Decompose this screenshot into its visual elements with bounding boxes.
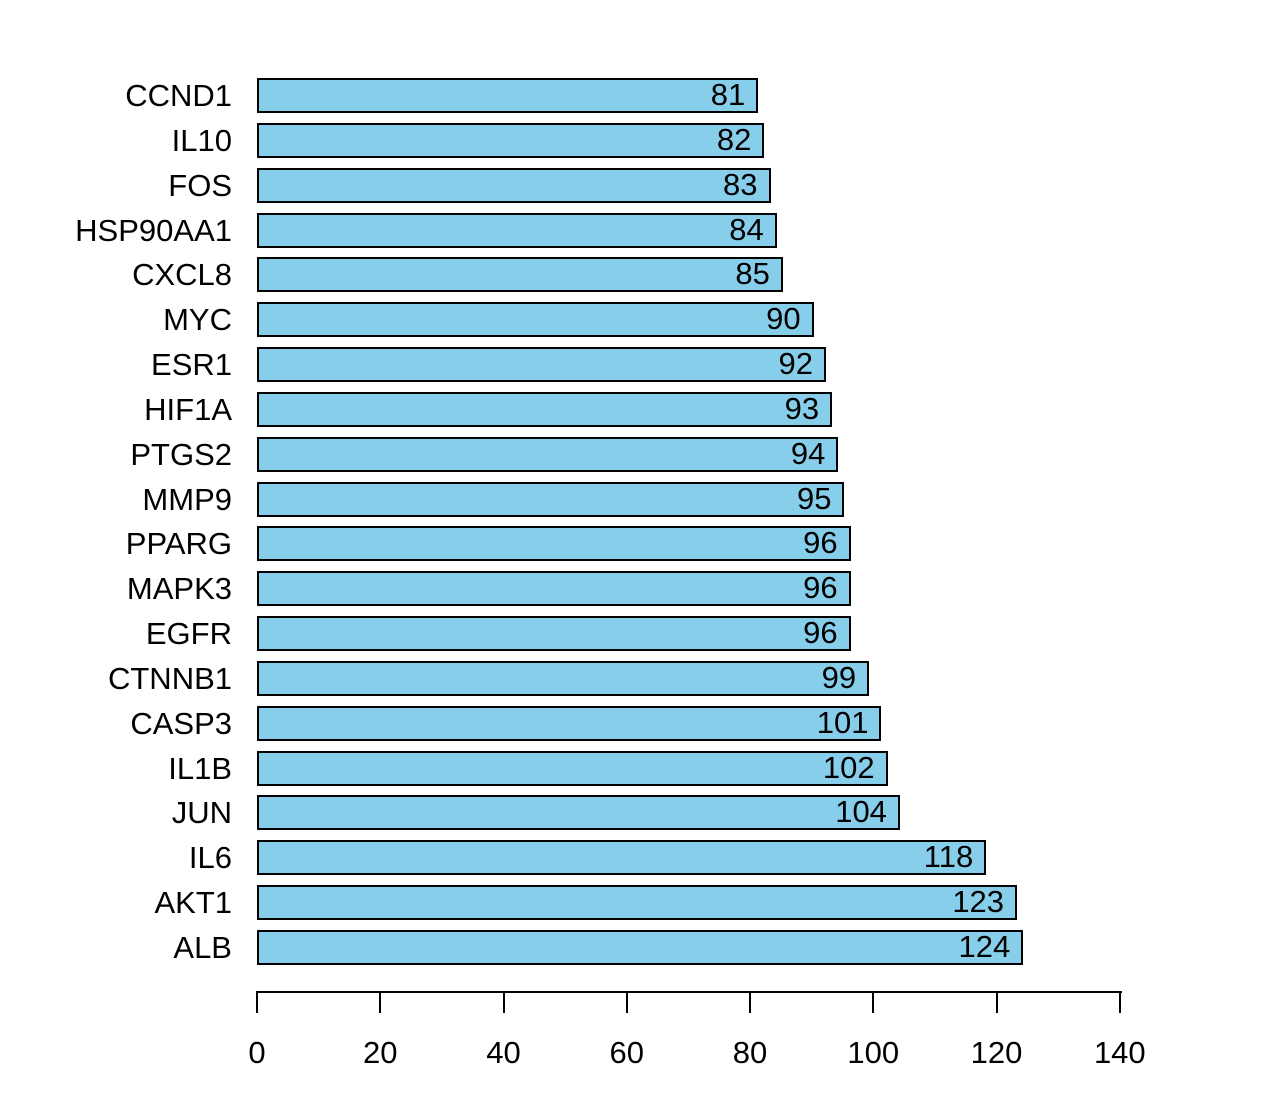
category-label: CXCL8 <box>132 257 232 293</box>
category-label: ALB <box>173 929 232 965</box>
value-label: 82 <box>716 121 752 157</box>
value-label: 118 <box>923 839 974 875</box>
value-label: 96 <box>803 615 838 651</box>
x-axis-tick-label: 20 <box>363 1035 398 1070</box>
bar: 85 <box>257 256 783 293</box>
bar: 123 <box>257 884 1018 921</box>
bar: 96 <box>257 570 851 607</box>
value-label: 95 <box>797 480 832 516</box>
value-label: 84 <box>729 211 764 247</box>
x-axis-tick <box>1118 991 1121 1013</box>
x-axis-line <box>256 991 1122 993</box>
value-label: 85 <box>735 256 770 292</box>
bar: 93 <box>257 390 833 427</box>
value-label: 101 <box>816 704 869 740</box>
bar: 99 <box>257 659 870 696</box>
category-label: IL10 <box>171 122 232 158</box>
bar: 83 <box>257 166 771 203</box>
bar: 95 <box>257 480 845 517</box>
category-label: AKT1 <box>154 885 232 921</box>
x-axis-tick-label: 40 <box>486 1035 521 1070</box>
value-label: 104 <box>835 794 887 830</box>
x-axis-tick-label: 0 <box>248 1035 266 1070</box>
category-label: PPARG <box>125 526 232 562</box>
value-label: 90 <box>766 301 801 337</box>
x-axis-tick-label: 120 <box>970 1035 1023 1070</box>
category-label: PTGS2 <box>130 436 232 472</box>
category-label: JUN <box>171 795 232 831</box>
value-label: 99 <box>821 659 857 695</box>
x-axis-tick-label: 140 <box>1093 1035 1146 1070</box>
category-label: MAPK3 <box>126 571 232 607</box>
bar: 81 <box>257 77 759 113</box>
bar: 96 <box>257 525 851 562</box>
category-label: CASP3 <box>130 705 232 741</box>
value-label: 81 <box>710 77 746 112</box>
x-axis-tick <box>256 991 258 1013</box>
category-label: CTNNB1 <box>107 660 232 696</box>
category-label: ESR1 <box>151 347 232 383</box>
bar: 84 <box>257 211 777 248</box>
value-label: 96 <box>803 570 838 606</box>
bar: 82 <box>257 121 765 158</box>
bar: 101 <box>257 704 882 741</box>
value-label: 83 <box>723 166 758 202</box>
category-label: IL1B <box>168 750 232 786</box>
value-label: 92 <box>778 346 813 382</box>
x-axis-tick <box>625 991 628 1013</box>
category-label: IL6 <box>188 840 232 876</box>
x-axis-tick <box>379 991 382 1013</box>
category-label: HIF1A <box>144 391 232 427</box>
x-axis-tick-label: 60 <box>609 1035 644 1070</box>
x-axis-tick <box>502 991 505 1013</box>
bar: 92 <box>257 346 826 383</box>
value-label: 96 <box>803 525 838 561</box>
bar: 118 <box>257 839 987 876</box>
x-axis-tick-label: 100 <box>847 1035 900 1070</box>
value-label: 102 <box>822 749 875 785</box>
category-label: CCND1 <box>125 78 232 113</box>
value-label: 123 <box>952 884 1005 920</box>
bar: 90 <box>257 301 814 338</box>
category-label: EGFR <box>145 616 232 652</box>
bar: 102 <box>257 749 888 786</box>
x-axis-tick <box>872 991 875 1013</box>
x-axis-tick <box>995 991 998 1013</box>
value-label: 93 <box>784 390 820 426</box>
x-axis-tick <box>749 991 752 1013</box>
bar: 104 <box>257 794 900 831</box>
category-label: HSP90AA1 <box>75 212 232 248</box>
x-axis-tick-label: 80 <box>732 1035 768 1070</box>
category-label: MMP9 <box>142 481 232 517</box>
value-label: 124 <box>958 928 1011 964</box>
value-label: 94 <box>790 435 826 471</box>
bar: 124 <box>257 928 1024 965</box>
bar: 94 <box>257 435 839 472</box>
bar: 96 <box>257 615 851 652</box>
category-label: FOS <box>168 167 232 203</box>
category-label: MYC <box>163 302 232 338</box>
